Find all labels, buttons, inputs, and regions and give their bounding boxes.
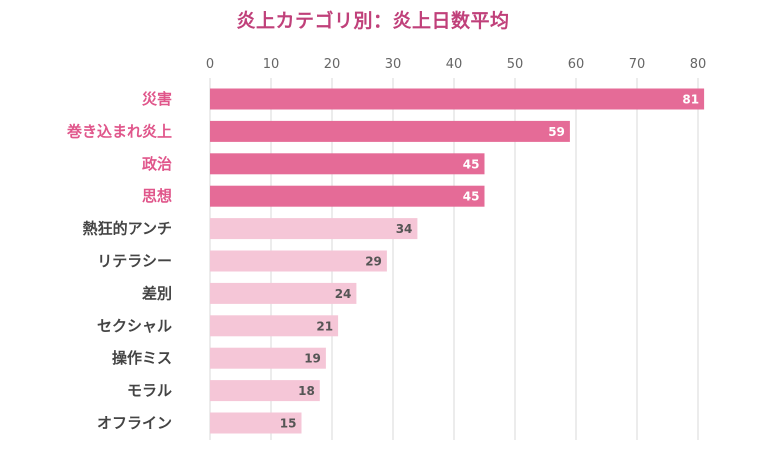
category-label: 操作ミス [112,349,172,367]
category-label: 災害 [142,90,172,108]
x-tick-label: 10 [263,57,280,72]
data-label: 81 [682,93,699,107]
bar [210,185,485,207]
data-label: 59 [548,125,565,139]
bar [210,412,302,434]
category-label: 思想 [142,187,172,205]
category-label: 差別 [142,284,172,302]
data-label: 19 [304,352,321,366]
bar [210,218,418,240]
category-label: 政治 [142,155,172,173]
category-label: 熱狂的アンチ [83,220,172,238]
category-label: オフライン [97,414,172,432]
category-label: モラル [127,382,172,400]
bar [210,282,357,304]
chart-title: 炎上カテゴリ別：炎上日数平均 [236,10,510,32]
bar [210,250,387,272]
bar [210,347,326,369]
x-tick-label: 60 [568,57,585,72]
x-tick-label: 0 [206,57,214,72]
x-tick-label: 30 [385,57,402,72]
data-label: 21 [316,319,333,333]
data-label: 18 [298,384,315,398]
x-tick-label: 50 [507,57,524,72]
data-label: 24 [335,287,352,301]
x-tick-label: 20 [324,57,341,72]
x-tick-label: 40 [446,57,463,72]
category-label: 巻き込まれ炎上 [66,122,172,140]
bar [210,380,320,402]
bar [210,120,570,142]
data-label: 45 [463,157,480,171]
bar [210,315,339,337]
x-tick-label: 80 [690,57,707,72]
data-label: 34 [396,222,413,236]
bar [210,88,705,110]
data-label: 45 [463,190,480,204]
data-label: 29 [365,255,382,269]
bar [210,153,485,175]
x-tick-label: 70 [629,57,646,72]
category-label: リテラシー [97,252,172,270]
category-label: セクシャル [97,317,172,335]
data-label: 15 [280,417,297,431]
